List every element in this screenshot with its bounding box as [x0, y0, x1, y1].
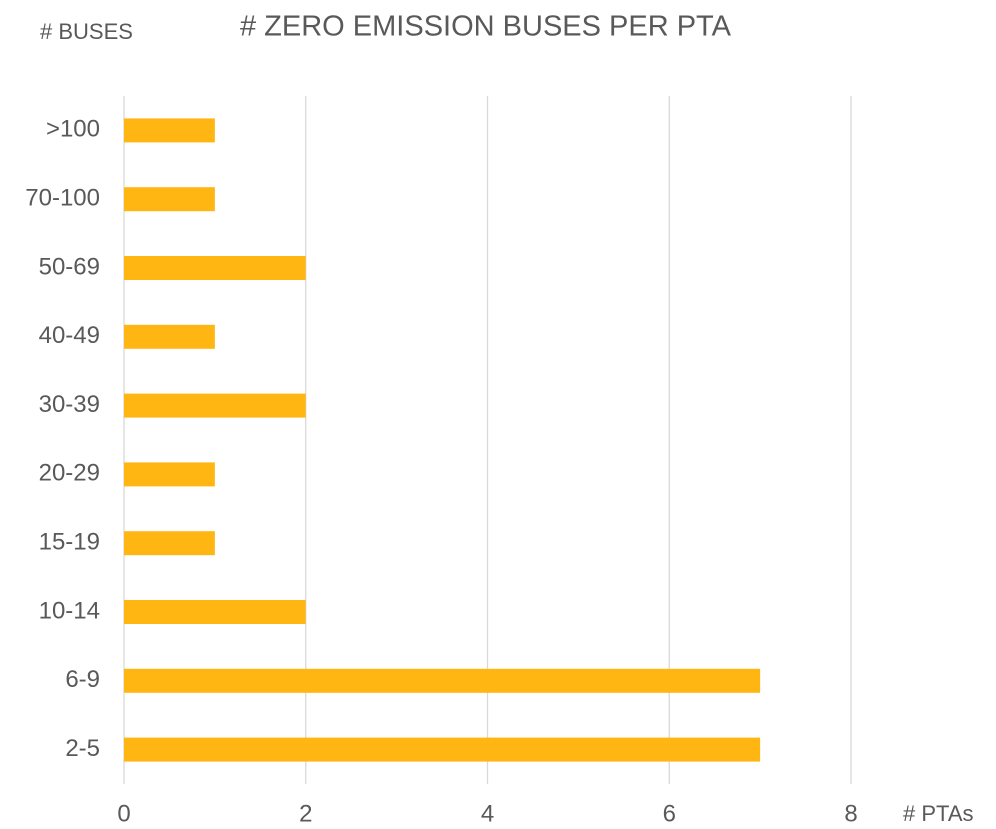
bar: [124, 600, 306, 624]
bar: [124, 256, 306, 280]
bar: [124, 187, 215, 212]
bar: [124, 462, 215, 487]
y-tick-label: 50-69: [39, 253, 100, 280]
y-tick-label: 10-14: [39, 597, 100, 624]
x-axis-label: # PTAs: [903, 801, 974, 826]
x-tick-label: 0: [117, 800, 130, 827]
y-tick-label: 20-29: [39, 460, 100, 487]
bar: [124, 324, 215, 349]
y-tick-label: >100: [46, 116, 100, 143]
y-axis-label: # BUSES: [40, 19, 133, 44]
y-tick-label: 40-49: [39, 322, 100, 349]
x-tick-label: 2: [299, 800, 312, 827]
y-tick-label: 2-5: [65, 735, 100, 762]
x-tick-label: 6: [663, 800, 676, 827]
chart-title: # ZERO EMISSION BUSES PER PTA: [240, 11, 732, 43]
y-tick-label: 6-9: [65, 666, 100, 693]
x-tick-label: 4: [481, 800, 494, 827]
bar: [124, 118, 215, 143]
bar: [124, 737, 761, 762]
y-tick-label: 70-100: [25, 185, 100, 212]
bar: [124, 531, 215, 556]
bar: [124, 393, 306, 418]
y-tick-label: 30-39: [39, 391, 100, 418]
bar: [124, 668, 761, 693]
x-tick-label: 8: [844, 800, 857, 827]
y-tick-label: 15-19: [39, 529, 100, 556]
